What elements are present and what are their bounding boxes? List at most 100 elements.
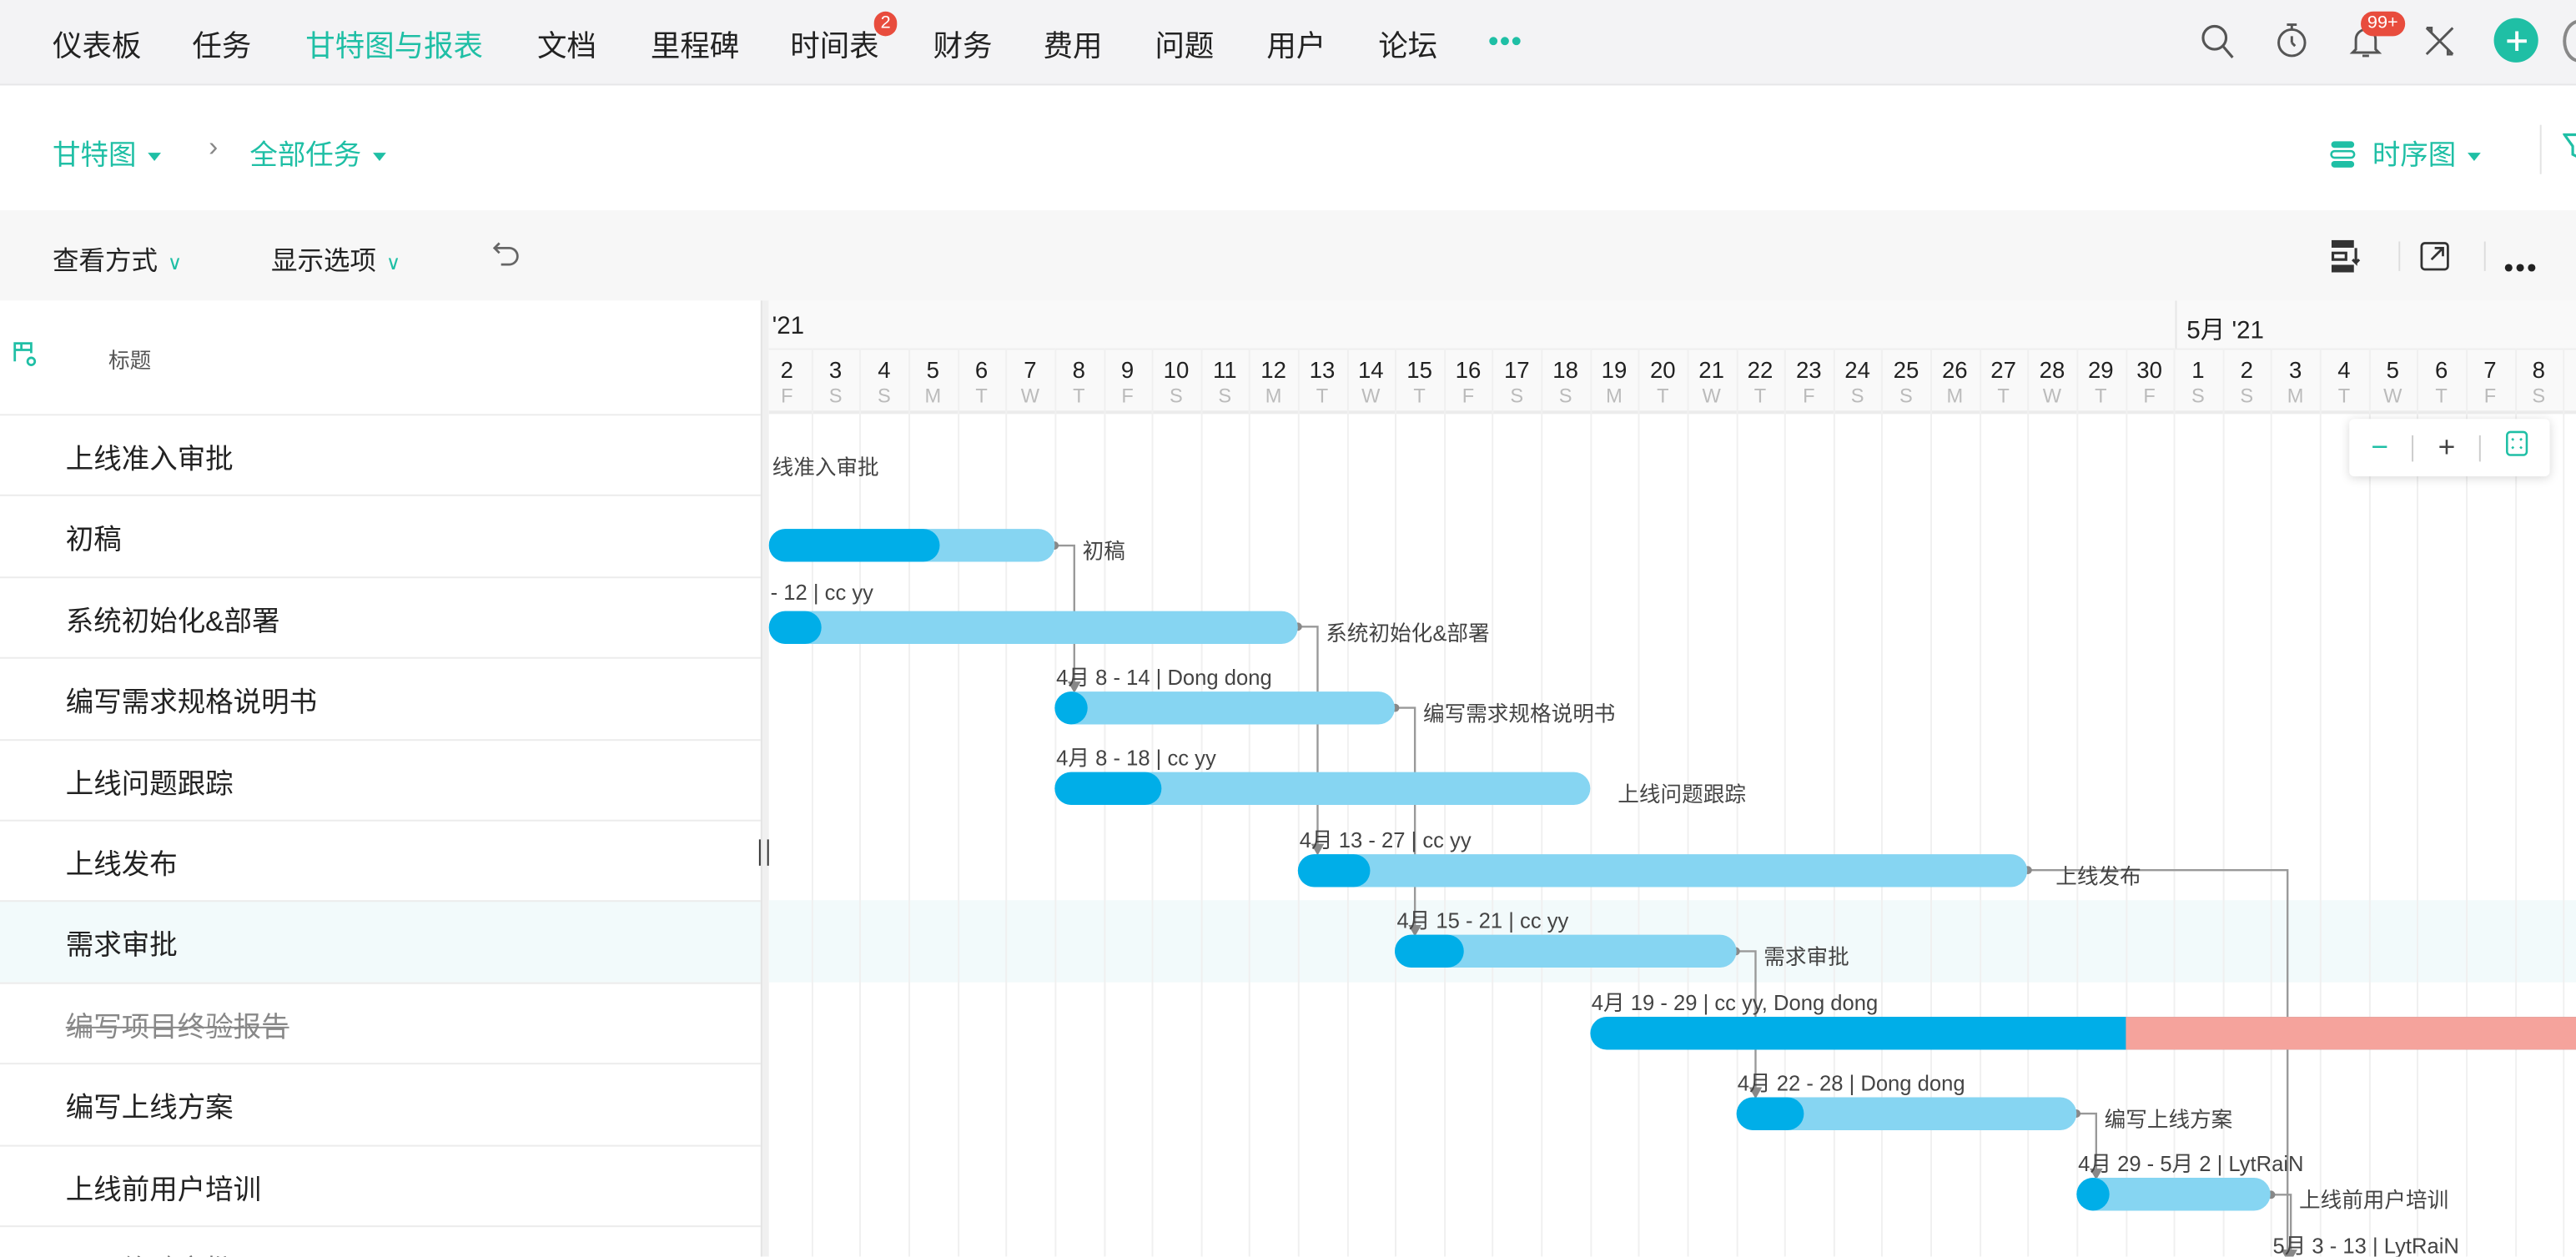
arrow-head-icon: [1748, 1087, 1763, 1099]
day-divider: [2319, 348, 2322, 1257]
tools-icon[interactable]: [2418, 20, 2461, 63]
bar-date-label: 4月 29 - 5月 2 | LytRaiN: [2078, 1152, 2304, 1177]
day-divider: [957, 348, 959, 1257]
header-divider: [768, 348, 2576, 350]
day-number: 26: [1941, 356, 1968, 383]
search-icon[interactable]: [2196, 20, 2239, 63]
task-bar[interactable]: [1735, 1097, 2077, 1130]
day-number: 17: [1503, 356, 1530, 383]
avatar[interactable]: [2563, 19, 2576, 63]
bar-date-label: 5月 3 - 13 | LytRaiN: [2272, 1233, 2459, 1257]
arrow-head-icon: [1311, 843, 1325, 856]
day-number: 30: [2136, 356, 2162, 383]
weekday-letter: M: [1265, 384, 1282, 408]
day-number: 18: [1552, 356, 1578, 383]
nav-gantt-reports[interactable]: 甘特图与报表: [305, 29, 484, 63]
day-number: 21: [1698, 356, 1724, 383]
nav-documents[interactable]: 文档: [536, 29, 596, 63]
day-divider: [1589, 348, 1592, 1257]
task-bar[interactable]: [1054, 772, 1590, 806]
view-by-dropdown[interactable]: 查看方式 ∨: [53, 239, 182, 278]
nav-timesheets[interactable]: 时间表: [790, 29, 879, 63]
nav-milestones[interactable]: 里程碑: [650, 29, 740, 63]
nav-tasks[interactable]: 任务: [192, 29, 252, 63]
progress-fill: [1054, 772, 1162, 806]
task-row-title[interactable]: 上线前用户培训: [65, 1174, 262, 1205]
task-bar[interactable]: [1054, 691, 1396, 725]
weekday-letter: T: [1657, 384, 1669, 408]
weekday-letter: M: [1606, 384, 1623, 408]
notification-badge: 99+: [2361, 11, 2405, 37]
bar-task-label: 上线发布: [2055, 863, 2141, 888]
task-bar[interactable]: [768, 610, 1298, 644]
task-bar[interactable]: [1395, 934, 1736, 968]
gantt-dropdown[interactable]: 甘特图: [53, 132, 162, 173]
task-bar[interactable]: [768, 529, 1055, 562]
progress-fill: [1054, 691, 1088, 725]
drag-handle-icon[interactable]: [758, 839, 769, 866]
nav-dashboard[interactable]: 仪表板: [53, 29, 142, 63]
filter-icon[interactable]: [2562, 132, 2576, 169]
task-list-panel: 标题 上线准入审批 初稿 系统初始化&部署 编写需求规格说明书 上线问题跟踪 上线发布 需求…: [0, 300, 761, 1257]
task-row-title[interactable]: 初稿: [65, 525, 122, 556]
all-tasks-dropdown[interactable]: 全部任务: [249, 132, 386, 173]
task-row-title[interactable]: 上线准入审批: [65, 443, 234, 475]
task-bar[interactable]: [1589, 1016, 2576, 1049]
chevron-down-icon: ∨: [167, 251, 183, 274]
weekday-letter: S: [2532, 384, 2546, 408]
nav-expenses[interactable]: 费用: [1043, 29, 1103, 63]
column-settings-icon[interactable]: [10, 339, 39, 376]
weekday-letter: W: [1702, 384, 1721, 408]
task-row-title[interactable]: 上线发布: [65, 849, 178, 881]
row-divider: [0, 1144, 761, 1146]
zoom-in-button[interactable]: +: [2438, 430, 2456, 464]
task-bar[interactable]: [2076, 1178, 2272, 1212]
day-number: 5: [926, 356, 939, 383]
timer-icon[interactable]: [2271, 20, 2313, 63]
day-divider: [2125, 348, 2127, 1257]
panel-splitter[interactable]: [758, 300, 769, 1257]
nav-users[interactable]: 用户: [1266, 29, 1326, 63]
day-divider: [1881, 348, 1884, 1257]
view-mode-label: 时序图: [2372, 139, 2457, 171]
more-nav-icon[interactable]: [1483, 20, 1526, 63]
day-divider: [2465, 348, 2468, 1257]
add-icon[interactable]: [2493, 18, 2538, 63]
caret-down-icon: [2468, 153, 2481, 162]
fit-to-screen-icon[interactable]: [2505, 430, 2528, 465]
task-row-title[interactable]: 编写需求规格说明书: [65, 686, 318, 718]
task-row-title[interactable]: 上线问题跟踪: [65, 767, 234, 800]
day-number: 10: [1163, 356, 1190, 383]
day-divider: [2563, 348, 2565, 1257]
nav-finance[interactable]: 财务: [933, 29, 993, 63]
display-options-dropdown[interactable]: 显示选项 ∨: [271, 239, 400, 278]
task-bar[interactable]: [1297, 853, 2028, 887]
view-mode-dropdown[interactable]: 时序图: [2330, 132, 2481, 173]
nav-forum[interactable]: 论坛: [1378, 29, 1438, 63]
task-row-title[interactable]: 编写项目终验报告: [65, 1011, 289, 1043]
weekday-letter: S: [828, 384, 843, 408]
breadcrumb-bar: [0, 87, 2576, 211]
day-divider: [859, 348, 862, 1257]
day-number: 9: [1120, 356, 1135, 383]
day-divider: [1638, 348, 1641, 1257]
month-divider: [2175, 300, 2177, 349]
day-number: 6: [974, 356, 989, 383]
gantt-label: 甘特图: [53, 139, 137, 171]
undo-icon[interactable]: [491, 240, 524, 278]
day-divider: [1979, 348, 1981, 1257]
more-options-icon[interactable]: [2503, 251, 2536, 280]
task-row-title[interactable]: 项目终验审批: [66, 1247, 234, 1257]
export-icon[interactable]: [2330, 239, 2362, 281]
day-number: 4: [2337, 356, 2351, 383]
zoom-out-button[interactable]: −: [2371, 430, 2389, 464]
task-row-title[interactable]: 系统初始化&部署: [65, 606, 280, 637]
task-row-title[interactable]: 需求审批: [65, 930, 178, 962]
task-row-title[interactable]: 编写上线方案: [65, 1093, 234, 1124]
fullscreen-icon[interactable]: [2418, 240, 2451, 281]
bar-task-label: 编写上线方案: [2104, 1107, 2233, 1132]
nav-issues[interactable]: 问题: [1155, 29, 1215, 63]
display-options-label: 显示选项: [270, 248, 377, 276]
bar-task-label: 上线问题跟踪: [1618, 782, 1746, 807]
weekday-letter: M: [924, 384, 942, 408]
